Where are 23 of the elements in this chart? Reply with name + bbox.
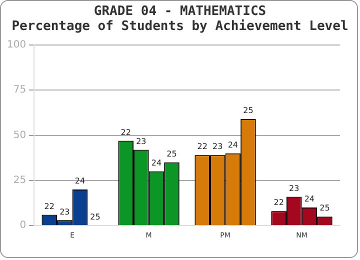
chart-subtitle: Percentage of Students by Achievement Level xyxy=(10,19,350,34)
y-tick-label: 25 xyxy=(13,175,26,186)
text: 25 xyxy=(90,212,100,222)
y-tick-label: 50 xyxy=(13,130,26,141)
text: 24 xyxy=(228,140,238,150)
text: 22 xyxy=(44,202,54,211)
text: 22 xyxy=(274,198,284,208)
series-label: 24 xyxy=(74,176,86,186)
y-tick-label: 75 xyxy=(13,84,26,96)
text: 24 xyxy=(304,194,314,204)
text: 25 xyxy=(243,106,254,116)
text: 24 xyxy=(151,158,162,168)
series-label: 23 xyxy=(212,142,223,152)
text: 25 xyxy=(320,204,330,213)
y-tick-label: 100 xyxy=(6,40,26,51)
series-label: 25 xyxy=(166,149,177,158)
text: 23 xyxy=(60,207,70,216)
y-tick-label: 0 xyxy=(20,220,26,232)
chart-title: GRADE 04 - MATHEMATICS xyxy=(92,4,268,19)
series-label: 22 xyxy=(197,142,208,152)
text: 23 xyxy=(289,184,300,193)
text: 22 xyxy=(120,128,131,137)
text: 23 xyxy=(136,136,146,146)
